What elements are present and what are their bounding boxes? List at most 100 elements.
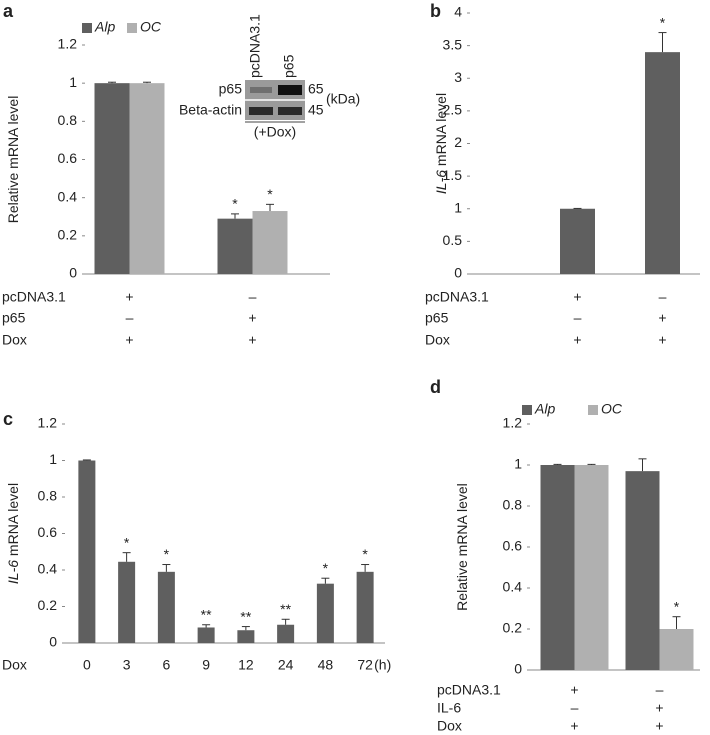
legend-swatch bbox=[82, 23, 92, 33]
bar bbox=[659, 629, 694, 670]
y-tick-label: 1.2 bbox=[38, 415, 58, 431]
significance-mark: * bbox=[674, 598, 680, 614]
y-tick-label: 1.2 bbox=[58, 36, 78, 52]
blot-band bbox=[249, 107, 273, 115]
legend-label: Alp bbox=[94, 19, 115, 35]
condition-mark: + bbox=[655, 700, 663, 716]
condition-mark: – bbox=[126, 310, 134, 326]
y-tick-label: 0.2 bbox=[38, 597, 58, 613]
condition-mark: + bbox=[658, 310, 666, 326]
y-axis-label: IL-6 mRNA level bbox=[5, 483, 21, 584]
condition-mark: – bbox=[571, 700, 579, 716]
bar bbox=[316, 583, 334, 643]
x-tick-label: 0 bbox=[83, 657, 91, 673]
y-tick-label: 0.8 bbox=[58, 112, 78, 128]
bar bbox=[157, 571, 175, 643]
condition-mark: + bbox=[573, 289, 581, 305]
y-axis-label-text: Relative mRNA level bbox=[454, 483, 470, 611]
blot-row-label: Beta-actin bbox=[179, 102, 242, 118]
panel-letter: c bbox=[3, 409, 13, 429]
significance-mark: ** bbox=[201, 606, 212, 622]
bar bbox=[217, 218, 253, 274]
y-axis-label-text: mRNA level bbox=[433, 93, 449, 166]
y-tick-label: 3.5 bbox=[443, 36, 463, 52]
blot-size-label: 65 bbox=[308, 81, 324, 97]
y-tick-label: 0.2 bbox=[58, 227, 78, 243]
condition-label: Dox bbox=[2, 332, 27, 348]
bar bbox=[645, 52, 680, 275]
bar bbox=[78, 460, 96, 643]
condition-label: IL-6 bbox=[437, 700, 461, 716]
blot-band bbox=[278, 85, 302, 95]
y-axis-label-gene: IL-6 bbox=[433, 170, 449, 194]
blot-band bbox=[250, 87, 272, 93]
condition-mark: + bbox=[125, 332, 133, 348]
condition-label: Dox bbox=[425, 332, 450, 348]
y-tick-label: 0 bbox=[514, 661, 522, 677]
x-tick-label: 72 bbox=[357, 657, 373, 673]
significance-mark: * bbox=[267, 186, 273, 202]
y-tick-label: 0 bbox=[69, 265, 77, 281]
y-tick-label: 0.6 bbox=[38, 524, 58, 540]
significance-mark: * bbox=[164, 546, 170, 562]
condition-mark: – bbox=[659, 289, 667, 305]
x-axis-unit: (h) bbox=[374, 657, 391, 673]
y-axis-label: Relative mRNA level bbox=[454, 483, 470, 611]
y-tick-label: 0.4 bbox=[503, 579, 523, 595]
condition-mark: + bbox=[658, 332, 666, 348]
condition-mark: + bbox=[655, 718, 663, 734]
bar bbox=[129, 83, 165, 275]
legend-swatch bbox=[522, 405, 532, 415]
x-tick-label: 48 bbox=[318, 657, 334, 673]
legend-label: OC bbox=[601, 401, 623, 417]
legend-label: OC bbox=[140, 19, 162, 35]
panel-letter: a bbox=[3, 1, 14, 21]
x-tick-label: 12 bbox=[238, 657, 254, 673]
y-tick-label: 1.5 bbox=[443, 167, 463, 183]
bar bbox=[356, 571, 374, 643]
y-tick-label: 0.6 bbox=[503, 538, 523, 554]
y-tick-label: 0.5 bbox=[443, 232, 463, 248]
blot-row-label: p65 bbox=[219, 81, 243, 97]
bar bbox=[560, 208, 595, 274]
y-tick-label: 0.8 bbox=[503, 497, 523, 513]
significance-mark: * bbox=[124, 534, 130, 550]
y-tick-label: 2.5 bbox=[443, 102, 463, 118]
y-tick-label: 1.2 bbox=[503, 415, 523, 431]
condition-label: pcDNA3.1 bbox=[2, 289, 66, 305]
significance-mark: * bbox=[232, 196, 238, 212]
y-tick-label: 0 bbox=[454, 265, 462, 281]
y-tick-label: 1 bbox=[454, 199, 462, 215]
condition-mark: + bbox=[125, 289, 133, 305]
x-tick-label: 9 bbox=[202, 657, 210, 673]
blot-unit: (kDa) bbox=[326, 91, 360, 107]
condition-mark: – bbox=[249, 289, 257, 305]
condition-label: pcDNA3.1 bbox=[425, 289, 489, 305]
y-tick-label: 0.2 bbox=[503, 620, 523, 636]
condition-mark: + bbox=[573, 332, 581, 348]
significance-mark: * bbox=[660, 14, 666, 30]
significance-mark: * bbox=[362, 546, 368, 562]
significance-mark: ** bbox=[240, 608, 251, 624]
y-tick-label: 0.4 bbox=[58, 188, 78, 204]
panel-letter: b bbox=[430, 1, 441, 21]
y-axis-label: Relative mRNA level bbox=[5, 96, 21, 224]
x-tick-label: 6 bbox=[162, 657, 170, 673]
condition-label: pcDNA3.1 bbox=[437, 682, 501, 698]
condition-label: p65 bbox=[425, 310, 449, 326]
bar bbox=[574, 465, 609, 670]
x-tick-label: 3 bbox=[123, 657, 131, 673]
significance-mark: * bbox=[323, 560, 329, 576]
x-axis-label: Dox bbox=[2, 657, 27, 673]
significance-mark: ** bbox=[280, 601, 291, 617]
bar bbox=[118, 561, 136, 643]
blot-size-label: 45 bbox=[308, 102, 324, 118]
y-tick-label: 4 bbox=[454, 4, 462, 20]
bar bbox=[277, 624, 295, 643]
y-tick-label: 1 bbox=[514, 456, 522, 472]
bar bbox=[252, 211, 288, 274]
blot-lane-label: pcDNA3.1 bbox=[247, 14, 263, 78]
legend-swatch bbox=[127, 23, 137, 33]
y-axis-label-text: Relative mRNA level bbox=[5, 96, 21, 224]
